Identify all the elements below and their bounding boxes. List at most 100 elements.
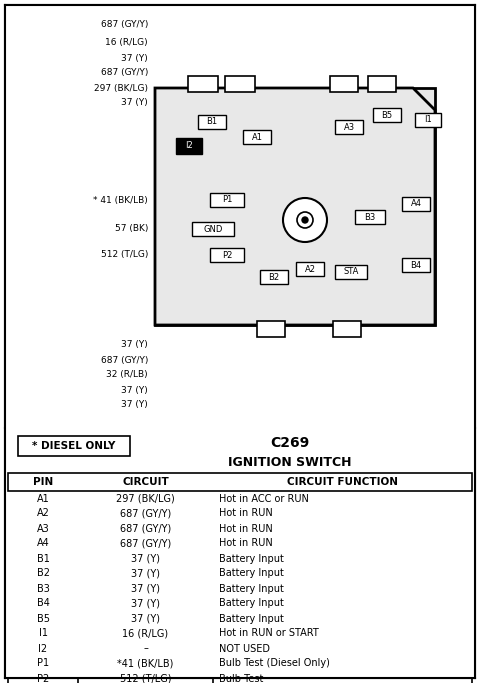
Bar: [155, 88, 435, 325]
Text: A3: A3: [36, 523, 49, 533]
Bar: [335, 120, 363, 134]
Bar: [210, 193, 244, 207]
Bar: [257, 321, 285, 337]
Bar: [368, 76, 396, 92]
Text: I1: I1: [424, 115, 432, 124]
Text: B5: B5: [36, 613, 49, 624]
Text: Hot in RUN: Hot in RUN: [219, 509, 273, 518]
Text: 687 (GY/Y): 687 (GY/Y): [101, 20, 148, 29]
Text: I2: I2: [38, 643, 48, 654]
Bar: [402, 197, 430, 211]
Text: 16 (R/LG): 16 (R/LG): [106, 38, 148, 46]
Text: 37 (Y): 37 (Y): [121, 98, 148, 107]
Text: PIN: PIN: [33, 477, 53, 487]
Text: Bulb Test: Bulb Test: [219, 673, 264, 683]
Text: 687 (GY/Y): 687 (GY/Y): [120, 523, 171, 533]
Text: 37 (Y): 37 (Y): [121, 400, 148, 410]
Text: 512 (T/LG): 512 (T/LG): [120, 673, 171, 683]
Text: B1: B1: [206, 117, 217, 126]
Text: 297 (BK/LG): 297 (BK/LG): [94, 83, 148, 92]
Text: Hot in RUN or START: Hot in RUN or START: [219, 628, 319, 639]
Text: 37 (Y): 37 (Y): [121, 341, 148, 350]
Text: B4: B4: [410, 260, 421, 270]
Circle shape: [283, 198, 327, 242]
Text: 37 (Y): 37 (Y): [131, 598, 160, 609]
Text: A3: A3: [343, 122, 355, 132]
Text: B3: B3: [36, 583, 49, 594]
Text: B5: B5: [382, 111, 393, 120]
Text: CIRCUIT FUNCTION: CIRCUIT FUNCTION: [287, 477, 398, 487]
Text: Hot in ACC or RUN: Hot in ACC or RUN: [219, 494, 309, 503]
Text: A1: A1: [36, 494, 49, 503]
Text: I2: I2: [185, 141, 193, 150]
Text: 297 (BK/LG): 297 (BK/LG): [116, 494, 175, 503]
Bar: [243, 130, 271, 144]
Bar: [330, 76, 358, 92]
Bar: [225, 76, 255, 92]
Text: 37 (Y): 37 (Y): [131, 613, 160, 624]
Text: B1: B1: [36, 553, 49, 563]
Text: NOT USED: NOT USED: [219, 643, 270, 654]
Text: Hot in RUN: Hot in RUN: [219, 538, 273, 548]
Bar: [192, 222, 234, 236]
Text: Battery Input: Battery Input: [219, 553, 284, 563]
Text: 57 (BK): 57 (BK): [115, 225, 148, 234]
Text: A2: A2: [304, 264, 315, 273]
Circle shape: [297, 212, 313, 228]
Text: Battery Input: Battery Input: [219, 568, 284, 579]
Bar: [210, 248, 244, 262]
Text: 37 (Y): 37 (Y): [121, 53, 148, 63]
Text: B2: B2: [36, 568, 49, 579]
Text: P2: P2: [37, 673, 49, 683]
Text: I1: I1: [38, 628, 48, 639]
Bar: [355, 210, 385, 224]
Polygon shape: [155, 88, 435, 325]
Text: 37 (Y): 37 (Y): [121, 385, 148, 395]
Bar: [198, 115, 226, 129]
Text: 37 (Y): 37 (Y): [131, 553, 160, 563]
Text: B2: B2: [268, 273, 279, 281]
Text: * 41 (BK/LB): * 41 (BK/LB): [93, 195, 148, 204]
Bar: [260, 270, 288, 284]
Text: –: –: [143, 643, 148, 654]
Text: A2: A2: [36, 509, 49, 518]
Text: 687 (GY/Y): 687 (GY/Y): [101, 355, 148, 365]
Bar: [176, 138, 202, 154]
Text: CIRCUIT: CIRCUIT: [122, 477, 169, 487]
Bar: [333, 321, 361, 337]
Text: Bulb Test (Diesel Only): Bulb Test (Diesel Only): [219, 658, 330, 669]
Text: C269: C269: [270, 436, 310, 450]
Text: A4: A4: [36, 538, 49, 548]
Text: STA: STA: [343, 268, 359, 277]
Text: 687 (GY/Y): 687 (GY/Y): [101, 68, 148, 77]
Text: A1: A1: [252, 133, 263, 141]
Text: Battery Input: Battery Input: [219, 613, 284, 624]
Text: P1: P1: [222, 195, 232, 204]
Text: A4: A4: [410, 199, 421, 208]
Text: 687 (GY/Y): 687 (GY/Y): [120, 538, 171, 548]
Text: Battery Input: Battery Input: [219, 583, 284, 594]
Bar: [8, 473, 472, 491]
Text: 37 (Y): 37 (Y): [131, 583, 160, 594]
Bar: [335, 265, 367, 279]
Text: Hot in RUN: Hot in RUN: [219, 523, 273, 533]
Text: 37 (Y): 37 (Y): [131, 568, 160, 579]
Bar: [415, 113, 441, 127]
Text: 512 (T/LG): 512 (T/LG): [101, 251, 148, 260]
Text: B3: B3: [364, 212, 376, 221]
Bar: [188, 76, 218, 92]
Text: P1: P1: [37, 658, 49, 669]
Text: * DIESEL ONLY: * DIESEL ONLY: [32, 441, 116, 451]
Text: GND: GND: [204, 225, 223, 234]
Text: B4: B4: [36, 598, 49, 609]
Bar: [296, 262, 324, 276]
Circle shape: [302, 217, 308, 223]
Text: 16 (R/LG): 16 (R/LG): [122, 628, 168, 639]
Bar: [18, 436, 130, 456]
Text: Battery Input: Battery Input: [219, 598, 284, 609]
Text: I2: I2: [185, 141, 193, 150]
Text: P2: P2: [222, 251, 232, 260]
Text: IGNITION SWITCH: IGNITION SWITCH: [228, 456, 352, 469]
Bar: [402, 258, 430, 272]
Bar: [373, 108, 401, 122]
